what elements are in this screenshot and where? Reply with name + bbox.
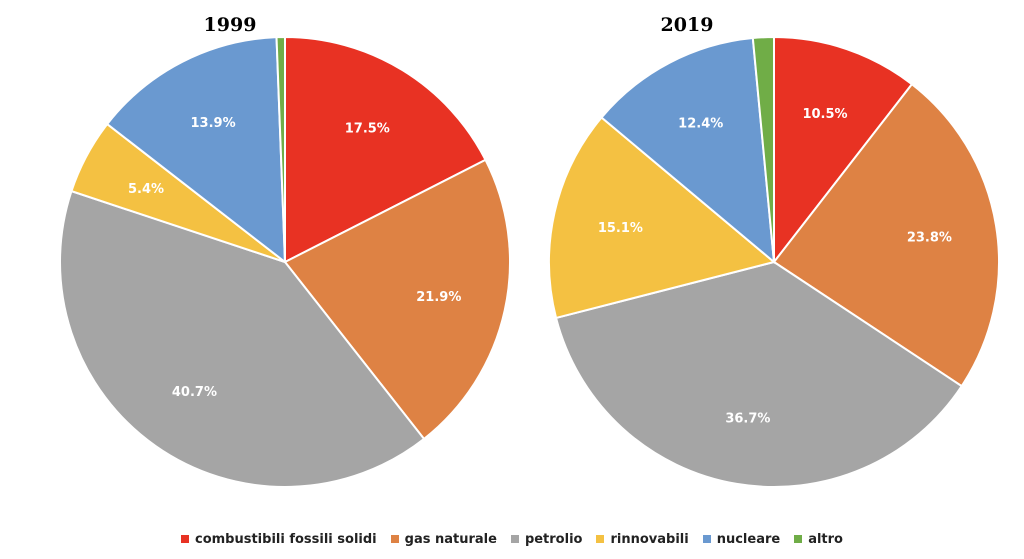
pie-slice-2019-combustibili-fossili-solidi: [773, 35, 914, 265]
legend-item-nucleare: nucleare: [702, 531, 781, 547]
chart-title-2019: 2019: [661, 14, 714, 36]
pie-slice-2019-nucleare: [600, 36, 776, 265]
data-label-1999-rinnovabili: 5.4%: [128, 182, 164, 197]
data-label-2019-gas-naturale: 23.8%: [907, 230, 952, 245]
pie-slice-2019-altro: [751, 35, 775, 263]
pie-slice-1999-combustibili-fossili-solidi: [284, 35, 487, 264]
legend-label: altro: [808, 531, 843, 547]
pie-slice-1999-altro: [275, 35, 286, 263]
legend-label: nucleare: [716, 531, 781, 547]
data-label-1999-petrolio: 40.7%: [172, 385, 217, 400]
legend-item-petrolio: petrolio: [510, 531, 583, 547]
pie-chart-1999: 1999 17.5% 21.9% 40.7% 5.4% 13.9%: [59, 14, 511, 488]
data-label-1999-combustibili-fossili-solidi: 17.5%: [345, 122, 390, 137]
pie-slice-1999-nucleare: [105, 36, 287, 265]
pie-slice-1999-petrolio: [59, 189, 426, 488]
pie-slice-2019-petrolio: [554, 260, 964, 488]
legend-swatch-icon: [794, 535, 803, 543]
legend-swatch-icon: [180, 535, 189, 543]
data-label-2019-rinnovabili: 15.1%: [598, 221, 643, 236]
legend: combustibili fossili solidi gas naturale p…: [0, 528, 1024, 550]
legend-label: rinnovabili: [610, 531, 689, 547]
legend-label: gas naturale: [404, 531, 497, 547]
chart-title-1999: 1999: [204, 14, 257, 36]
legend-item-rinnovabili: rinnovabili: [596, 531, 689, 547]
legend-label: combustibili fossili solidi: [194, 531, 377, 547]
pie-slice-2019-gas-naturale: [772, 82, 1000, 388]
legend-item-combustibili-fossili-solidi: combustibili fossili solidi: [180, 531, 377, 547]
legend-swatch-icon: [702, 535, 711, 543]
legend-item-altro: altro: [794, 532, 843, 547]
pie-chart-2019: 2019 10.5% 23.8% 36.7% 15.1% 12.4%: [548, 14, 1000, 488]
legend-label: petrolio: [524, 531, 583, 547]
data-label-2019-nucleare: 12.4%: [678, 117, 723, 132]
legend-swatch-icon: [510, 535, 519, 543]
pie-slice-2019-rinnovabili: [548, 116, 777, 320]
pie-slice-1999-gas-naturale: [283, 158, 511, 441]
legend-item-gas-naturale: gas naturale: [390, 531, 497, 547]
data-label-2019-combustibili-fossili-solidi: 10.5%: [802, 107, 847, 122]
data-label-1999-nucleare: 13.9%: [191, 116, 236, 131]
legend-swatch-icon: [390, 535, 399, 543]
data-label-1999-gas-naturale: 21.9%: [416, 290, 461, 305]
data-label-2019-petrolio: 36.7%: [725, 411, 770, 426]
legend-swatch-icon: [596, 535, 605, 543]
